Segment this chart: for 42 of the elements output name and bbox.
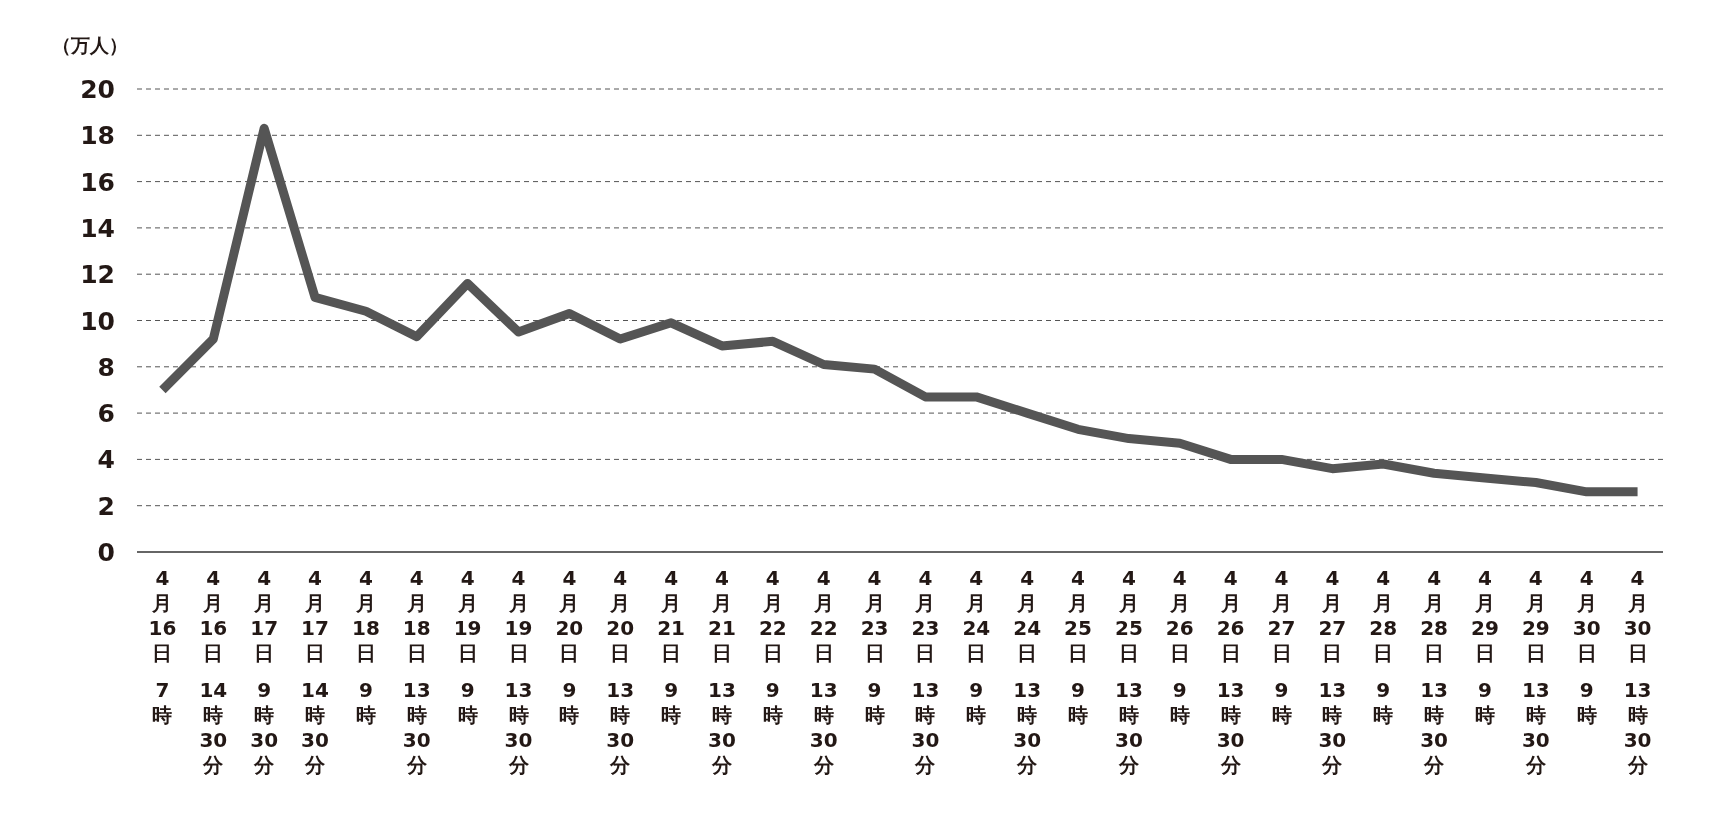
x-tick-label: 4月20日 9時 — [555, 566, 584, 727]
x-tick-label: 4月26日 13時30分 — [1216, 566, 1245, 777]
y-axis-title: （万人） — [52, 34, 128, 56]
x-tick-label: 4月23日 9時 — [860, 566, 889, 727]
y-tick-label: 12 — [80, 260, 115, 290]
x-tick-label: 4月16日 14時30分 — [199, 566, 228, 777]
y-tick-label: 2 — [97, 491, 115, 521]
y-tick-label: 20 — [80, 75, 115, 104]
x-tick-label: 4月18日 13時30分 — [402, 566, 431, 777]
y-tick-label: 10 — [80, 306, 115, 336]
x-tick-label: 4月19日 9時 — [453, 566, 482, 727]
x-tick-label: 4月25日 13時30分 — [1114, 566, 1143, 777]
x-tick-label: 4月17日 14時30分 — [301, 566, 329, 777]
y-tick-label: 14 — [80, 213, 115, 243]
x-tick-label: 4月20日 13時30分 — [606, 566, 635, 777]
x-tick-label: 4月26日 9時 — [1165, 566, 1194, 727]
x-tick-label: 4月27日 13時30分 — [1318, 566, 1347, 777]
x-tick-label: 4月22日 9時 — [758, 566, 787, 727]
x-tick-label: 4月18日 9時 — [351, 566, 380, 727]
y-tick-label: 6 — [97, 399, 115, 429]
x-tick-label: 4月30日 13時30分 — [1623, 566, 1652, 777]
y-tick-label: 16 — [80, 167, 115, 197]
x-tick-label: 4月22日 13時30分 — [809, 566, 838, 777]
y-tick-label: 18 — [80, 121, 115, 151]
x-tick-label: 4月30日 9時 — [1572, 566, 1601, 727]
x-tick-label: 4月24日 13時30分 — [1013, 566, 1042, 777]
y-tick-label: 4 — [97, 445, 115, 475]
y-tick-label: 8 — [97, 352, 115, 382]
y-tick-label: 0 — [97, 538, 115, 567]
x-tick-label: 4月25日 9時 — [1064, 566, 1092, 727]
x-tick-label: 4月16日 7時 — [148, 566, 177, 727]
x-tick-label: 4月21日 9時 — [657, 566, 686, 727]
x-tick-label: 4月23日 13時30分 — [911, 566, 940, 777]
x-tick-label: 4月17日 9時30分 — [250, 566, 279, 777]
x-tick-label: 4月24日 9時 — [962, 566, 991, 727]
x-tick-label: 4月28日 13時30分 — [1420, 566, 1449, 777]
x-tick-label: 4月27日 9時 — [1267, 566, 1296, 727]
x-tick-label: 4月19日 13時30分 — [504, 566, 533, 777]
x-tick-label: 4月28日 9時 — [1369, 566, 1398, 727]
x-tick-label: 4月21日 13時30分 — [708, 566, 736, 777]
x-tick-label: 4月29日 13時30分 — [1521, 566, 1550, 777]
x-tick-label: 4月29日 9時 — [1471, 566, 1499, 727]
